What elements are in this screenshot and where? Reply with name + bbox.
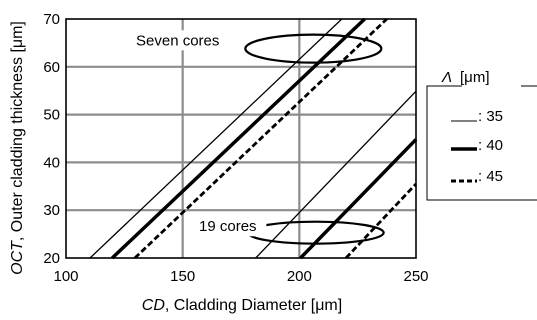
x-axis-label-text: , Cladding Diameter [μm] [165, 297, 342, 314]
y-axis-label-text: , Outer cladding thickness [μm] [9, 21, 26, 241]
x-tick-label-100: 100 [53, 268, 78, 285]
series-line-group0-35 [89, 18, 343, 259]
annotation-label-bg-1 [196, 216, 267, 237]
legend-label-35: : 35 [478, 108, 503, 125]
annotation-ellipse-0 [244, 33, 383, 64]
legend-title: Λ [μm] [441, 69, 490, 86]
legend: Λ [μm] : 35 : 40 : 45 [426, 69, 537, 201]
y-axis-label-italic: OCT [9, 240, 26, 275]
x-tick-label-200: 200 [287, 268, 312, 285]
series-line-group1-45 [344, 182, 418, 259]
series-line-group0-45 [133, 17, 388, 260]
y-axis-label: OCT, Outer cladding thickness [μm] [9, 21, 26, 275]
legend-title-symbol: Λ [441, 69, 452, 86]
x-tick-label-250: 250 [403, 268, 428, 285]
y-tick-label-60: 60 [43, 59, 60, 76]
x-tick-label-150: 150 [170, 268, 195, 285]
series-line-group0-40 [110, 17, 366, 260]
y-tick-label-30: 30 [43, 202, 60, 219]
legend-label-45: : 45 [478, 168, 503, 185]
y-tick-label-20: 20 [43, 250, 60, 267]
y-tick-label-70: 70 [43, 11, 60, 28]
annotations: Seven cores 19 cores [133, 30, 385, 245]
x-axis-label-italic: CD [142, 297, 166, 314]
annotation-label-1: 19 cores [199, 218, 257, 235]
annotation-label-bg-0 [133, 30, 230, 51]
plot-frame [65, 18, 417, 259]
series-line-group1-35 [255, 90, 417, 259]
legend-frame [426, 85, 537, 201]
x-axis-label: CD, Cladding Diameter [μm] [142, 297, 342, 314]
legend-title-unit: [μm] [460, 69, 489, 86]
y-tick-label-40: 40 [43, 154, 60, 171]
tick-labels: 100 150 200 250 20 30 40 50 60 70 [43, 11, 428, 285]
annotation-label-0: Seven cores [136, 32, 219, 49]
legend-label-40: : 40 [478, 137, 503, 154]
series-lines [89, 17, 418, 260]
y-tick-label-50: 50 [43, 107, 60, 124]
series-line-group1-40 [299, 138, 418, 260]
